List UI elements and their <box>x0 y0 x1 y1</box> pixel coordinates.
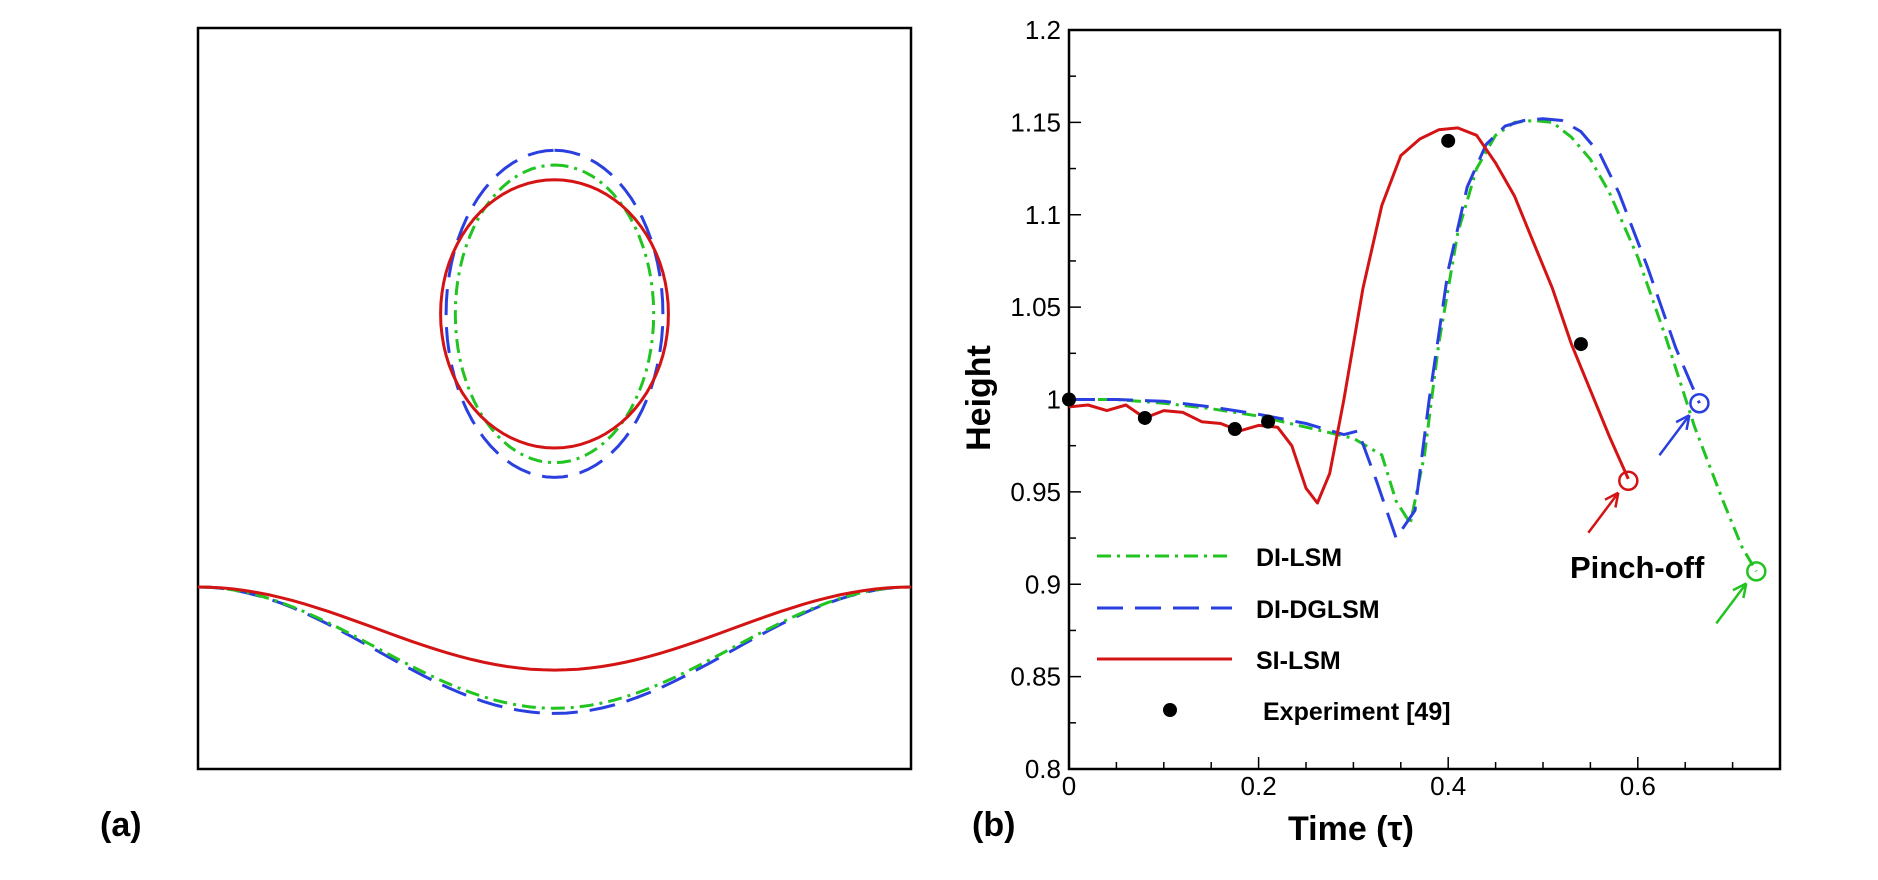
legend-label-di-dglsm: DI-DGLSM <box>1256 596 1380 624</box>
y-tick-label: 1.2 <box>1025 15 1061 45</box>
x-tick-label: 0 <box>1062 771 1076 801</box>
legend: DI-LSM DI-DGLSM SI-LSM Experiment [49] <box>1097 544 1451 726</box>
experiment-point <box>1062 392 1076 407</box>
panel-a-label: (a) <box>100 806 142 844</box>
drop-contour-di-lsm <box>453 163 656 465</box>
legend-item-di-dglsm: DI-DGLSM <box>1097 596 1380 624</box>
panel-a-contours <box>197 148 912 715</box>
experiment-point <box>1137 410 1152 425</box>
x-tick-label: 0.4 <box>1430 771 1466 801</box>
drop-contour-si-lsm <box>439 178 670 450</box>
x-axis-title: Time (τ) <box>1288 810 1414 848</box>
pinch-off-circle-di-lsm <box>1746 561 1767 582</box>
pinch-off-annotation: Pinch-off <box>1570 550 1705 585</box>
pinch-off-markers <box>1587 392 1767 625</box>
y-tick-label: 0.8 <box>1025 754 1061 784</box>
y-axis-title: Height <box>960 345 998 451</box>
experiment-point <box>1573 337 1588 352</box>
pinch-off-arrowhead-di-dglsm <box>1675 414 1691 431</box>
series-line-di-dglsm <box>1069 117 1701 540</box>
surface-contour-si-lsm <box>197 585 912 672</box>
legend-label-di-lsm: DI-LSM <box>1256 544 1342 572</box>
axis-tick-labels: 0 0.2 0.4 0.6 0.8 0.85 0.9 0.95 1 1.05 1.1 1.15 1.2 <box>1010 15 1655 801</box>
legend-swatch-experiment <box>1163 703 1177 717</box>
y-tick-label: 0.85 <box>1010 662 1061 692</box>
panel-a-contour-plot <box>196 26 913 771</box>
series-line-si-lsm <box>1068 126 1630 505</box>
pinch-off-arrowhead-di-lsm <box>1732 582 1748 599</box>
experiment-point <box>1261 414 1276 429</box>
pinch-off-arrow-di-lsm <box>1715 582 1748 625</box>
experiment-markers <box>1062 133 1588 437</box>
y-tick-label: 1.1 <box>1025 200 1061 230</box>
x-tick-label: 0.2 <box>1241 771 1277 801</box>
legend-item-experiment: Experiment [49] <box>1163 698 1451 726</box>
pinch-off-arrow-si-lsm <box>1587 492 1620 534</box>
pinch-off-arrowhead-si-lsm <box>1604 491 1620 508</box>
panel-b-frame <box>1067 28 1782 771</box>
pinch-off-circle-si-lsm <box>1618 470 1639 492</box>
y-tick-label: 1 <box>1047 385 1061 415</box>
panel-b-label: (b) <box>972 806 1015 844</box>
y-tick-label: 0.95 <box>1010 477 1061 507</box>
legend-label-si-lsm: SI-LSM <box>1256 647 1341 675</box>
y-tick-label: 1.15 <box>1010 107 1061 137</box>
pinch-off-circle-di-dglsm <box>1689 392 1710 414</box>
y-tick-label: 1.05 <box>1010 292 1061 322</box>
x-tick-label: 0.6 <box>1620 771 1656 801</box>
axis-ticks <box>1068 29 1734 770</box>
experiment-point <box>1441 133 1456 148</box>
y-tick-label: 0.9 <box>1025 569 1061 599</box>
panel-b-line-chart: 0 0.2 0.4 0.6 0.8 0.85 0.9 0.95 1 1.05 1.1 1.15 1.2 <box>1010 15 1782 801</box>
legend-item-di-lsm: DI-LSM <box>1097 544 1342 572</box>
legend-label-experiment: Experiment [49] <box>1263 698 1451 726</box>
surface-contour-di-lsm <box>197 585 912 710</box>
panel-a-frame <box>196 26 913 771</box>
pinch-off-arrow-di-dglsm <box>1658 414 1691 456</box>
experiment-point <box>1227 422 1242 437</box>
drop-contour-di-dglsm <box>444 148 665 479</box>
legend-item-si-lsm: SI-LSM <box>1097 647 1341 675</box>
